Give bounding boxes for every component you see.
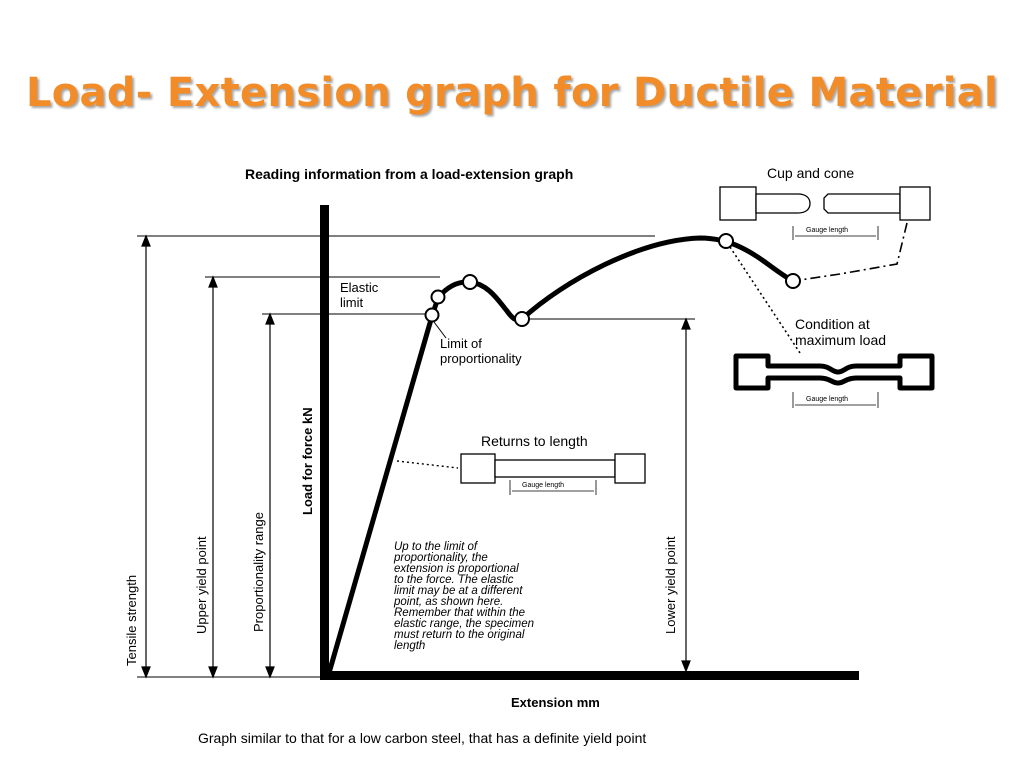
returns-to-length-leader [396,460,459,469]
proportionality-range-label: Proportionality range [251,512,266,632]
note-line-9: must return to the original [394,629,525,641]
limit-of-proportionality-leader [433,321,447,339]
returns-to-length-specimen: Returns to length Gauge length [460,433,646,495]
y-axis-label: Load for force kN [300,407,315,515]
maximum-load-leader [729,246,801,354]
cup-and-cone-gauge-label: Gauge length [806,227,848,234]
lower-yield-point-label: Lower yield point [663,536,678,634]
note-line-7: Remember that within the [394,607,525,619]
max-load-title-line-1: Condition at [795,316,870,332]
returns-title: Returns to length [481,433,588,449]
note-line-2: proportionality, the [393,552,488,564]
elastic-limit-marker [430,289,446,305]
note-line-5: limit may be at a different [394,585,523,597]
note-line-6: point, as shown here. [393,596,503,608]
elastic-limit-label-line-1: Elastic [340,280,379,295]
upper-yield-marker [462,274,478,290]
note-line-1: Up to the limit of [394,541,479,553]
limit-of-proportionality-label: Limit of proportionality [440,336,522,366]
cup-and-cone-title: Cup and cone [767,165,854,181]
fracture-marker [785,273,801,289]
limit-of-proportionality-label-line-2: proportionality [440,351,522,366]
diagram-caption: Graph similar to that for a low carbon s… [198,730,646,746]
reference-lines [137,235,695,678]
diagram-heading: Reading information from a load-extensio… [245,166,573,182]
maximum-load-specimen: Condition at maximum load Gauge length [733,316,935,408]
upper-yield-point-label: Upper yield point [194,536,209,634]
max-load-title: Condition at maximum load [795,316,886,348]
tensile-strength-label: Tensile strength [124,575,139,666]
elastic-limit-label-line-2: limit [340,295,363,310]
max-load-gauge-label: Gauge length [806,396,848,403]
returns-gauge-label: Gauge length [522,482,564,489]
max-load-title-line-2: maximum load [795,332,886,348]
y-axis [320,205,329,679]
note-line-8: elastic range, the specimen [394,618,534,630]
limit-of-proportionality-label-line-1: Limit of [440,336,482,351]
note-line-10: length [394,640,425,652]
slide-title: Load- Extension graph for Ductile Materi… [25,70,999,116]
range-arrows [141,234,691,679]
cup-and-cone-specimen: Cup and cone Gauge length [719,165,931,281]
note-line-4: to the force. The elastic [394,574,514,586]
x-axis [320,671,859,680]
elastic-limit-label: Elastic limit [340,280,382,310]
x-axis-label: Extension mm [511,695,600,710]
lower-yield-marker [514,311,530,327]
explanatory-note: Up to the limit of proportionality, the … [393,537,538,652]
maximum-load-marker [718,233,734,249]
note-line-3: extension is proportional [394,563,519,575]
limit-of-proportionality-marker [424,307,440,323]
